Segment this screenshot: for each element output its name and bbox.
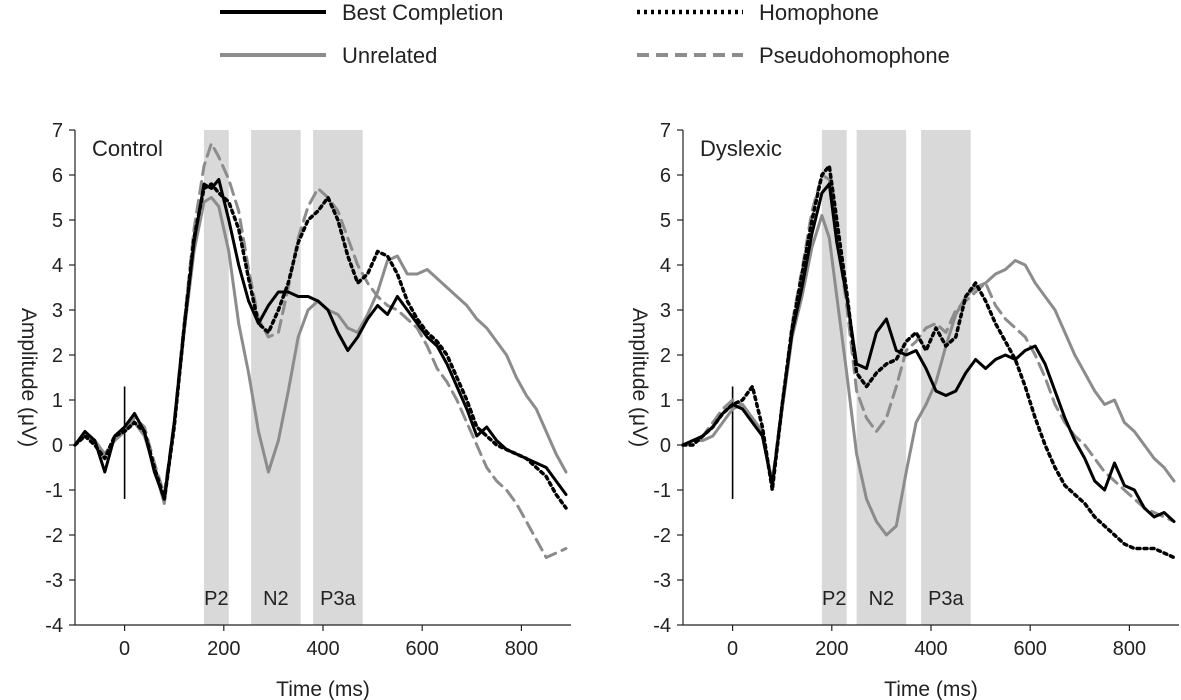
y-tick-label: 3 [52,300,63,322]
y-tick-label: -4 [653,615,671,637]
legend-label-best: Best Completion [342,0,503,25]
window-label-p3a: P3a [320,588,356,610]
x-tick-label: 800 [505,638,538,660]
x-tick-label: 400 [306,638,339,660]
y-tick-label: 6 [660,165,671,187]
legend: Best Completion Homophone Unrelated Pseudoh… [220,0,950,68]
window-label-p2: P2 [822,588,846,610]
x-tick-label: 200 [207,638,240,660]
y-tick-label: 4 [660,255,671,277]
panel-dyslexic: -4 -3 -2 -1 0 1 2 3 4 5 6 7 0 200 400 600 800 Time (ms) Am… [628,120,1179,700]
y-tick-label: 1 [52,390,63,412]
y-tick-label: -2 [45,525,63,547]
series-line-best [681,182,1176,523]
y-axis-title: Amplitude (μV) [628,308,651,447]
y-axis-title: Amplitude (μV) [17,308,40,447]
window-p2 [203,130,229,625]
y-tick-label: -1 [653,480,671,502]
x-tick-label: 0 [727,638,738,660]
y-tick-label: -4 [45,615,63,637]
legend-label-homophone: Homophone [759,0,879,25]
window-label-p2: P2 [204,588,228,610]
y-tick-label: 7 [660,120,671,142]
x-axis-title: Time (ms) [884,678,978,700]
series-line-pseudo [73,142,568,559]
y-tick-label: -2 [653,525,671,547]
window-n2 [251,130,301,625]
panel-control: -4 -3 -2 -1 0 1 2 3 4 5 6 7 0 200 400 600 800 Time (ms) Am… [17,120,571,700]
window-label-n2: N2 [263,588,289,610]
x-tick-label: 800 [1113,638,1146,660]
y-tick-label: 4 [52,255,63,277]
legend-label-unrelated: Unrelated [342,43,437,68]
panel-title: Dyslexic [700,136,782,161]
y-tick-label: 0 [52,435,63,457]
y-tick-label: -1 [45,480,63,502]
window-label-p3a: P3a [928,588,964,610]
y-tick-label: 1 [660,390,671,412]
x-tick-label: 400 [914,638,947,660]
y-tick-label: 5 [52,210,63,232]
x-axis-title: Time (ms) [276,678,370,700]
y-tick-label: 2 [660,345,671,367]
series-line-best [73,178,568,501]
window-label-n2: N2 [869,588,895,610]
y-tick-label: 6 [52,165,63,187]
x-tick-label: 200 [815,638,848,660]
x-tick-label: 0 [119,638,130,660]
window-p3a [313,130,363,625]
y-tick-label: 2 [52,345,63,367]
x-tick-label: 600 [406,638,439,660]
y-tick-label: 0 [660,435,671,457]
y-tick-label: 3 [660,300,671,322]
y-tick-label: 5 [660,210,671,232]
y-tick-label: 7 [52,120,63,142]
x-tick-label: 600 [1014,638,1047,660]
panel-title: Control [92,136,163,161]
legend-label-pseudo: Pseudohomophone [759,43,950,68]
y-tick-label: -3 [653,570,671,592]
y-tick-label: -3 [45,570,63,592]
